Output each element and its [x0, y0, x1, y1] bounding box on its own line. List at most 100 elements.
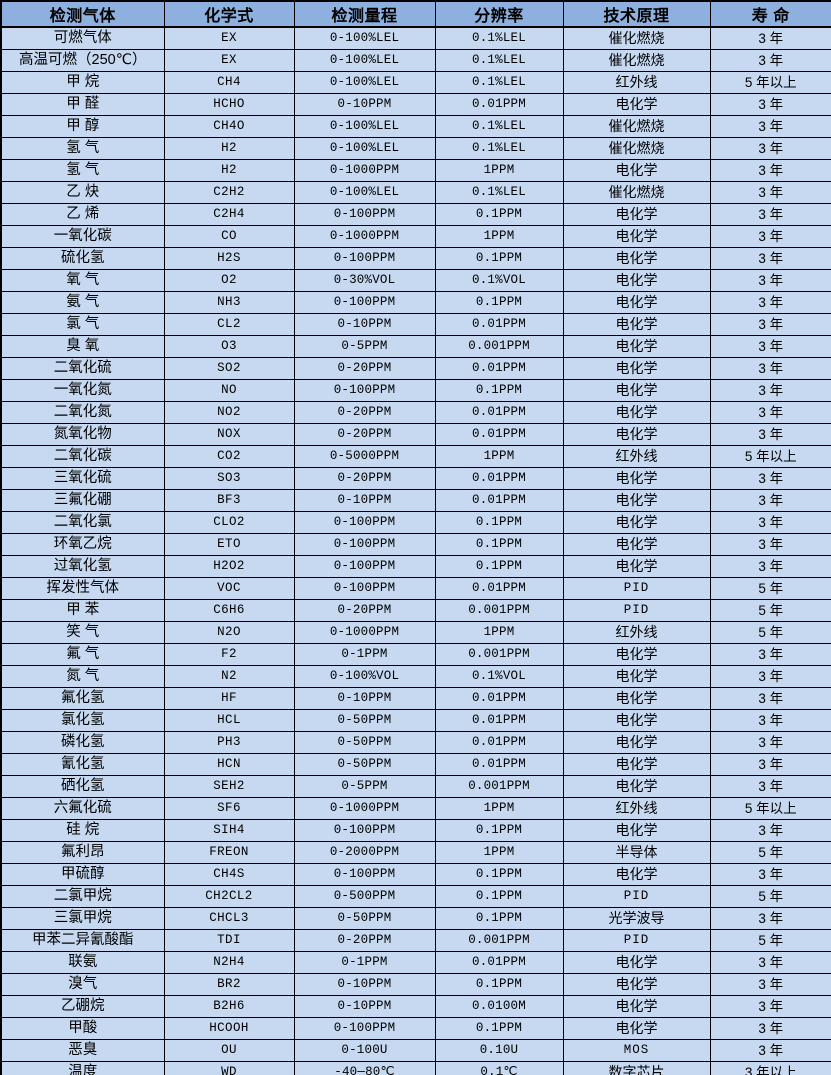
cell-gas: 高温可燃（250℃） [0, 49, 165, 72]
cell-chemical-formula: C6H6 [163, 599, 295, 622]
table-row: 甲酸 HCOOH 0-100PPM 0.1PPM 电化学 3 年 [0, 1017, 831, 1040]
cell-chemical-formula: SO2 [163, 357, 295, 380]
cell-service-life: 3 年 [709, 995, 831, 1018]
cell-gas: 氨 气 [0, 291, 165, 314]
cell-gas: 二氧化硫 [0, 357, 165, 380]
cell-gas: 氢 气 [0, 159, 165, 182]
table-row: 二氧化碳 CO2 0-5000PPM 1PPM 红外线 5 年以上 [0, 445, 831, 468]
cell-resolution: 0.01PPM [434, 489, 564, 512]
cell-technology: 电化学 [562, 687, 711, 710]
cell-service-life: 3 年 [709, 709, 831, 732]
cell-service-life: 3 年 [709, 291, 831, 314]
cell-detection-range: 0-100PPM [293, 1017, 436, 1040]
cell-gas: 六氟化硫 [0, 797, 165, 820]
cell-service-life: 3 年 [709, 951, 831, 974]
cell-detection-range: 0-1PPM [293, 951, 436, 974]
cell-service-life: 3 年 [709, 335, 831, 358]
cell-chemical-formula: PH3 [163, 731, 295, 754]
cell-detection-range: 0-20PPM [293, 401, 436, 424]
cell-service-life: 3 年 [709, 115, 831, 138]
cell-resolution: 0.001PPM [434, 335, 564, 358]
cell-gas: 二氧化碳 [0, 445, 165, 468]
cell-gas: 氟化氢 [0, 687, 165, 710]
cell-gas: 甲硫醇 [0, 863, 165, 886]
cell-chemical-formula: CHCL3 [163, 907, 295, 930]
cell-detection-range: 0-1000PPM [293, 621, 436, 644]
cell-resolution: 0.01PPM [434, 423, 564, 446]
cell-service-life: 3 年 [709, 379, 831, 402]
cell-resolution: 0.001PPM [434, 599, 564, 622]
cell-technology: 电化学 [562, 753, 711, 776]
cell-detection-range: 0-50PPM [293, 753, 436, 776]
cell-chemical-formula: NO2 [163, 401, 295, 424]
table-row: 六氟化硫 SF6 0-1000PPM 1PPM 红外线 5 年以上 [0, 797, 831, 820]
cell-resolution: 0.1PPM [434, 885, 564, 908]
cell-resolution: 0.01PPM [434, 731, 564, 754]
cell-gas: 挥发性气体 [0, 577, 165, 600]
cell-resolution: 0.1PPM [434, 973, 564, 996]
cell-resolution: 0.01PPM [434, 93, 564, 116]
cell-gas: 硒化氢 [0, 775, 165, 798]
cell-technology: 电化学 [562, 203, 711, 226]
table-row: 一氧化氮 NO 0-100PPM 0.1PPM 电化学 3 年 [0, 379, 831, 402]
cell-detection-range: 0-10PPM [293, 973, 436, 996]
cell-detection-range: 0-5PPM [293, 335, 436, 358]
cell-chemical-formula: H2O2 [163, 555, 295, 578]
column-header-technology: 技术原理 [562, 0, 711, 28]
cell-detection-range: 0-1000PPM [293, 159, 436, 182]
cell-technology: 电化学 [562, 423, 711, 446]
cell-service-life: 3 年 [709, 555, 831, 578]
cell-technology: 电化学 [562, 665, 711, 688]
cell-technology: PID [562, 577, 711, 600]
cell-detection-range: 0-100PPM [293, 379, 436, 402]
cell-gas: 三氯甲烷 [0, 907, 165, 930]
cell-resolution: 0.1PPM [434, 555, 564, 578]
table-header: 检测气体 化学式 检测量程 分辨率 技术原理 寿 命 [0, 0, 831, 28]
cell-chemical-formula: O2 [163, 269, 295, 292]
cell-service-life: 3 年 [709, 137, 831, 160]
table-row: 氟化氢 HF 0-10PPM 0.01PPM 电化学 3 年 [0, 687, 831, 710]
cell-resolution: 0.1%VOL [434, 665, 564, 688]
cell-service-life: 3 年 [709, 203, 831, 226]
cell-detection-range: 0-100U [293, 1039, 436, 1062]
cell-detection-range: 0-100%LEL [293, 49, 436, 72]
cell-detection-range: 0-20PPM [293, 599, 436, 622]
cell-detection-range: 0-100%LEL [293, 181, 436, 204]
table-row: 氮氧化物 NOX 0-20PPM 0.01PPM 电化学 3 年 [0, 423, 831, 446]
cell-technology: 电化学 [562, 467, 711, 490]
cell-chemical-formula: CLO2 [163, 511, 295, 534]
table-row: 硒化氢 SEH2 0-5PPM 0.001PPM 电化学 3 年 [0, 775, 831, 798]
cell-chemical-formula: CH4 [163, 71, 295, 94]
column-header-formula: 化学式 [163, 0, 295, 28]
table-row: 联氨 N2H4 0-1PPM 0.01PPM 电化学 3 年 [0, 951, 831, 974]
cell-chemical-formula: BR2 [163, 973, 295, 996]
column-header-life: 寿 命 [709, 0, 831, 28]
cell-technology: 电化学 [562, 247, 711, 270]
cell-gas: 甲苯二异氰酸酯 [0, 929, 165, 952]
cell-chemical-formula: ETO [163, 533, 295, 556]
cell-service-life: 3 年 [709, 269, 831, 292]
cell-resolution: 0.10U [434, 1039, 564, 1062]
cell-technology: PID [562, 599, 711, 622]
table-row: 氢 气 H2 0-1000PPM 1PPM 电化学 3 年 [0, 159, 831, 182]
cell-resolution: 0.001PPM [434, 929, 564, 952]
cell-detection-range: 0-100%LEL [293, 26, 436, 50]
cell-chemical-formula: CO2 [163, 445, 295, 468]
cell-service-life: 5 年以上 [709, 71, 831, 94]
cell-chemical-formula: SIH4 [163, 819, 295, 842]
cell-resolution: 0.01PPM [434, 709, 564, 732]
cell-chemical-formula: F2 [163, 643, 295, 666]
cell-detection-range: 0-10PPM [293, 995, 436, 1018]
cell-gas: 温度 [0, 1061, 165, 1075]
table-row: 甲 苯 C6H6 0-20PPM 0.001PPM PID 5 年 [0, 599, 831, 622]
cell-technology: 电化学 [562, 951, 711, 974]
cell-detection-range: 0-1000PPM [293, 225, 436, 248]
cell-technology: 红外线 [562, 445, 711, 468]
cell-technology: 催化燃烧 [562, 181, 711, 204]
cell-chemical-formula: C2H4 [163, 203, 295, 226]
cell-technology: 红外线 [562, 621, 711, 644]
cell-gas: 氰化氢 [0, 753, 165, 776]
table-row: 臭 氧 O3 0-5PPM 0.001PPM 电化学 3 年 [0, 335, 831, 358]
cell-resolution: 0.001PPM [434, 643, 564, 666]
cell-resolution: 0.1%LEL [434, 181, 564, 204]
